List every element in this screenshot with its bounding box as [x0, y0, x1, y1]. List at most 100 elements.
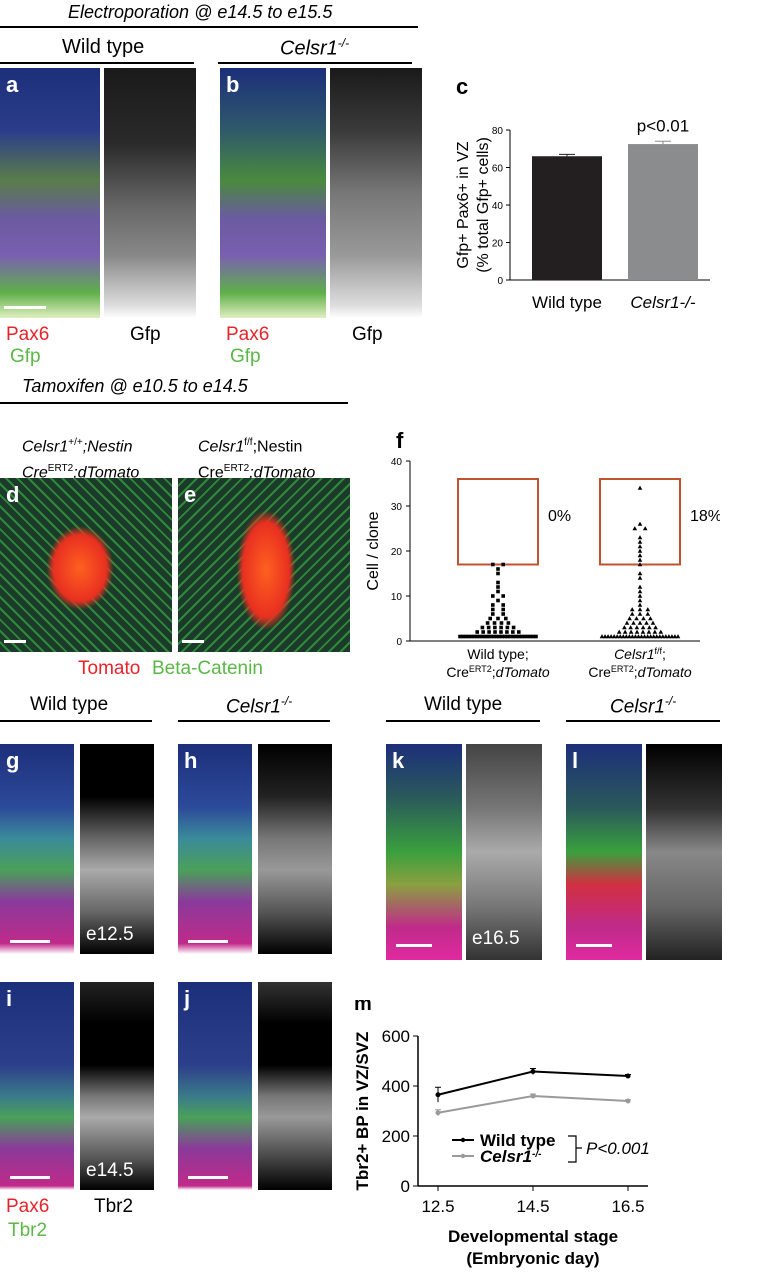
y-label: Cell / clone — [365, 511, 382, 590]
label-tomato: Tomato — [78, 658, 141, 679]
x-label: (Embryonic day) — [466, 1249, 599, 1268]
data-point — [480, 634, 485, 639]
data-point — [637, 544, 643, 549]
scale-bar — [188, 940, 228, 943]
y-tick-label: 80 — [492, 126, 504, 137]
highlight-box — [457, 478, 539, 566]
image-panel-a-merge: a — [0, 68, 100, 318]
data-point — [642, 526, 648, 531]
group-rule — [566, 720, 720, 722]
scale-bar — [10, 940, 50, 943]
data-point — [647, 625, 652, 630]
panel-label-f: f — [396, 428, 404, 453]
data-point — [491, 607, 495, 612]
data-point — [644, 620, 649, 625]
data-point — [497, 634, 502, 639]
data-point — [499, 625, 503, 630]
data-point — [637, 607, 643, 612]
data-point — [637, 589, 643, 594]
annotation: P<0.001 — [586, 1139, 650, 1158]
data-point — [487, 630, 491, 634]
data-point — [645, 611, 651, 616]
data-point — [501, 612, 505, 616]
data-point — [633, 634, 638, 639]
data-point — [645, 607, 651, 612]
panel-label-k: k — [392, 748, 405, 773]
y-tick-label: 0 — [396, 637, 402, 648]
data-point — [658, 629, 664, 634]
data-point — [637, 521, 643, 526]
image-panel-g-merge: g — [0, 744, 74, 954]
data-point — [472, 634, 476, 639]
data-point — [634, 625, 640, 630]
label-pax6: Pax6 — [6, 324, 50, 345]
data-point — [458, 634, 462, 639]
data-point — [637, 562, 643, 567]
data-point — [651, 634, 656, 639]
image-panel-j-merge: j — [178, 982, 252, 1190]
legend-bracket — [568, 1135, 582, 1163]
y-tick-label: 30 — [391, 502, 403, 513]
label-tbr2: Tbr2 — [94, 1196, 134, 1217]
legend-marker — [460, 1137, 466, 1143]
group-rule — [218, 62, 412, 64]
y-tick-label: 0 — [497, 276, 503, 287]
data-point — [491, 562, 495, 567]
data-point — [650, 620, 656, 625]
data-point — [505, 630, 509, 634]
data-point — [637, 620, 643, 625]
group-title-wt: Wild type — [424, 694, 503, 715]
data-point — [508, 634, 513, 639]
data-point — [675, 634, 681, 639]
data-point — [501, 594, 505, 598]
data-point — [530, 1069, 536, 1074]
data-point — [511, 625, 516, 630]
data-point — [485, 621, 490, 625]
data-point — [617, 634, 623, 639]
chart-c: 0 20 40 60 80 Wild type Celsr1-/- p<0.01 Gfp+ Pa… — [455, 116, 710, 312]
data-point — [531, 634, 535, 639]
image-panel-i-tbr2: e14.5 — [80, 982, 154, 1190]
scale-bar — [10, 1176, 50, 1179]
y-tick-label: 600 — [382, 1027, 410, 1046]
data-point — [639, 634, 644, 639]
image-panel-h-tbr2 — [258, 744, 332, 954]
data-point — [624, 634, 629, 639]
image-panel-b-gfp — [330, 68, 422, 318]
data-point — [534, 634, 538, 639]
data-point — [494, 634, 499, 639]
stage-label: e16.5 — [472, 928, 520, 949]
scale-bar — [4, 306, 46, 309]
data-point — [620, 634, 626, 639]
percent-label: 18% — [690, 508, 720, 525]
data-point — [637, 548, 643, 553]
header-rule — [0, 26, 418, 28]
y-label: Gfp+ Pax6+ in VZ — [455, 141, 472, 268]
data-point — [491, 612, 495, 616]
image-panel-d: d — [0, 478, 172, 652]
y-tick-label: 40 — [391, 457, 403, 468]
data-point — [628, 625, 633, 630]
data-point — [480, 625, 485, 630]
bar-0 — [532, 156, 602, 280]
panel-label-i: i — [6, 986, 13, 1011]
x-tick-label: 16.5 — [611, 1197, 644, 1216]
group-title-ko: Celsr1-/- — [280, 36, 350, 60]
series-line-0 — [437, 1070, 629, 1096]
data-point — [646, 629, 652, 634]
y-tick-label: 400 — [382, 1077, 410, 1096]
image-panel-j-tbr2 — [258, 982, 332, 1190]
data-point — [657, 634, 663, 639]
y-label: Tbr2+ BP in VZ/SVZ — [353, 1032, 372, 1191]
panel-label-e: e — [184, 482, 197, 507]
data-point — [496, 585, 500, 589]
data-point — [475, 634, 479, 639]
group-title-ko: Celsr1-/- — [226, 694, 293, 718]
data-point — [616, 629, 622, 634]
data-point — [496, 567, 500, 571]
data-point — [506, 634, 510, 639]
data-point — [672, 634, 678, 639]
percent-label: 0% — [548, 508, 571, 525]
data-point — [660, 634, 666, 639]
scale-bar — [188, 1176, 228, 1179]
